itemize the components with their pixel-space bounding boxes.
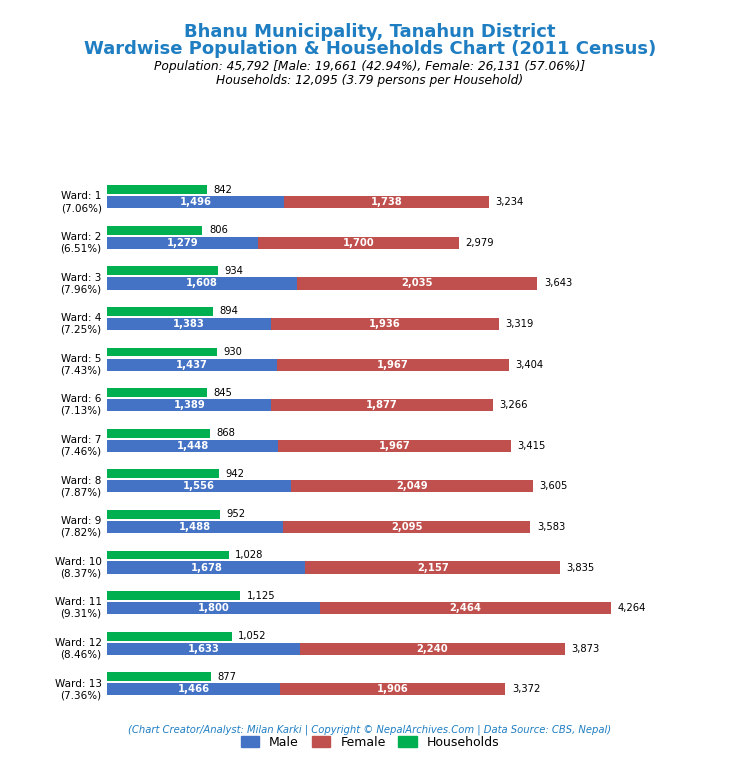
Text: 1,383: 1,383 (173, 319, 205, 329)
Text: Bhanu Municipality, Tanahun District: Bhanu Municipality, Tanahun District (184, 23, 556, 41)
Bar (107, 551, 229, 559)
Bar (271, 318, 500, 330)
Text: 1,448: 1,448 (177, 441, 209, 451)
Text: 1,936: 1,936 (369, 319, 401, 329)
Text: 1,437: 1,437 (176, 359, 208, 369)
Bar (300, 643, 565, 655)
Text: 3,372: 3,372 (512, 684, 540, 694)
Text: 842: 842 (213, 184, 232, 194)
Text: 1,608: 1,608 (186, 279, 218, 289)
Text: 3,643: 3,643 (544, 279, 572, 289)
Bar (107, 277, 297, 290)
Bar (107, 469, 218, 478)
Text: 1,556: 1,556 (184, 482, 215, 492)
Text: 942: 942 (225, 468, 244, 478)
Bar (107, 359, 277, 371)
Text: 1,967: 1,967 (379, 441, 410, 451)
Bar (107, 684, 280, 695)
Text: 2,464: 2,464 (449, 603, 481, 613)
Bar (272, 399, 493, 412)
Bar (107, 561, 306, 574)
Bar (107, 196, 284, 208)
Bar (107, 440, 278, 452)
Bar (107, 521, 283, 533)
Text: 1,466: 1,466 (178, 684, 210, 694)
Text: 952: 952 (226, 509, 246, 519)
Text: 1,052: 1,052 (238, 631, 266, 641)
Text: Households: 12,095 (3.79 persons per Household): Households: 12,095 (3.79 persons per Hou… (216, 74, 524, 87)
Bar (107, 643, 300, 655)
Bar (306, 561, 560, 574)
Text: 1,633: 1,633 (188, 644, 220, 654)
Text: 877: 877 (218, 672, 236, 682)
Text: 1,678: 1,678 (190, 562, 222, 573)
Text: 2,049: 2,049 (396, 482, 428, 492)
Bar (107, 237, 258, 249)
Text: 4,264: 4,264 (617, 603, 646, 613)
Bar (258, 237, 459, 249)
Bar (107, 226, 203, 235)
Text: 1,877: 1,877 (366, 400, 398, 410)
Text: 1,488: 1,488 (179, 522, 211, 532)
Text: 1,738: 1,738 (371, 197, 403, 207)
Bar (107, 266, 218, 275)
Text: 930: 930 (223, 347, 243, 357)
Text: 3,266: 3,266 (500, 400, 528, 410)
Text: 1,700: 1,700 (343, 238, 374, 248)
Bar (284, 196, 489, 208)
Bar (107, 672, 211, 681)
Text: 806: 806 (209, 225, 228, 235)
Text: 868: 868 (216, 429, 235, 439)
Text: 845: 845 (214, 388, 232, 398)
Text: 1,496: 1,496 (180, 197, 212, 207)
Text: 894: 894 (219, 306, 238, 316)
Bar (107, 399, 272, 412)
Bar (278, 440, 511, 452)
Bar (107, 185, 206, 194)
Text: 2,240: 2,240 (417, 644, 448, 654)
Text: 3,605: 3,605 (539, 482, 568, 492)
Bar (277, 359, 509, 371)
Text: 2,157: 2,157 (417, 562, 448, 573)
Bar (107, 348, 217, 356)
Bar (297, 277, 537, 290)
Text: 3,404: 3,404 (516, 359, 544, 369)
Text: 1,906: 1,906 (377, 684, 408, 694)
Text: 1,279: 1,279 (167, 238, 198, 248)
Text: 3,319: 3,319 (505, 319, 534, 329)
Text: 1,028: 1,028 (235, 550, 263, 560)
Text: 3,234: 3,234 (496, 197, 524, 207)
Bar (291, 480, 533, 492)
Bar (107, 388, 207, 397)
Bar (320, 602, 610, 614)
Text: 3,835: 3,835 (567, 562, 595, 573)
Text: 2,979: 2,979 (465, 238, 494, 248)
Text: 1,389: 1,389 (173, 400, 205, 410)
Bar (107, 632, 232, 641)
Legend: Male, Female, Households: Male, Female, Households (235, 731, 505, 754)
Text: 2,035: 2,035 (402, 279, 433, 289)
Text: Wardwise Population & Households Chart (2011 Census): Wardwise Population & Households Chart (… (84, 40, 656, 58)
Bar (283, 521, 531, 533)
Bar (107, 602, 320, 614)
Text: 1,125: 1,125 (246, 591, 275, 601)
Bar (107, 480, 291, 492)
Bar (107, 429, 210, 438)
Text: (Chart Creator/Analyst: Milan Karki | Copyright © NepalArchives.Com | Data Sourc: (Chart Creator/Analyst: Milan Karki | Co… (129, 725, 611, 736)
Text: 3,415: 3,415 (517, 441, 545, 451)
Bar (107, 318, 271, 330)
Text: 934: 934 (224, 266, 243, 276)
Bar (107, 591, 240, 600)
Text: 2,095: 2,095 (391, 522, 423, 532)
Text: 1,967: 1,967 (377, 359, 409, 369)
Text: 3,873: 3,873 (571, 644, 599, 654)
Bar (107, 307, 213, 316)
Text: 3,583: 3,583 (537, 522, 565, 532)
Bar (280, 684, 505, 695)
Text: Population: 45,792 [Male: 19,661 (42.94%), Female: 26,131 (57.06%)]: Population: 45,792 [Male: 19,661 (42.94%… (155, 60, 585, 73)
Bar (107, 510, 220, 519)
Text: 1,800: 1,800 (198, 603, 229, 613)
